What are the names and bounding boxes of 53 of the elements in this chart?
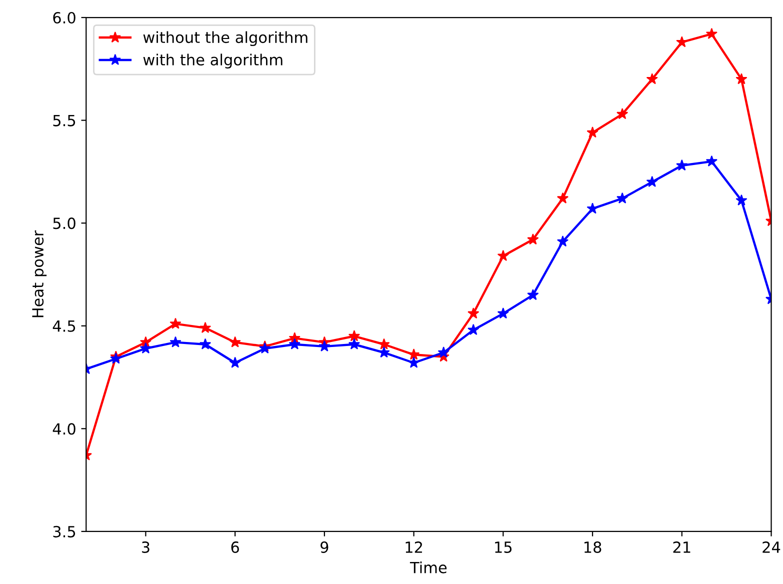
point bbox=[408, 348, 420, 360]
point bbox=[586, 202, 598, 214]
point bbox=[736, 73, 748, 84]
point bbox=[646, 176, 658, 187]
point bbox=[199, 338, 212, 350]
point bbox=[170, 336, 182, 348]
point bbox=[646, 73, 658, 84]
point bbox=[556, 236, 569, 247]
x-axis-title: Time bbox=[410, 562, 447, 574]
point bbox=[497, 307, 509, 319]
point bbox=[348, 338, 360, 350]
legend-label: with the algorithm bbox=[143, 54, 282, 68]
point bbox=[556, 192, 569, 204]
point bbox=[170, 318, 182, 329]
point bbox=[408, 356, 420, 368]
legend-label: without the algorithm bbox=[143, 31, 308, 46]
y-tick-label: 6.0 bbox=[53, 12, 76, 24]
y-axis-title: Heat power bbox=[32, 230, 47, 318]
x-tick-label: 24 bbox=[762, 541, 780, 553]
point bbox=[616, 108, 628, 120]
point bbox=[736, 194, 748, 206]
y-tick-label: 5.0 bbox=[53, 218, 76, 230]
x-tick-label: 15 bbox=[495, 542, 512, 553]
x-tick-label: 6 bbox=[231, 541, 239, 553]
point bbox=[706, 155, 718, 166]
point bbox=[378, 346, 390, 358]
point bbox=[527, 233, 539, 245]
point bbox=[706, 28, 718, 39]
point bbox=[616, 192, 628, 204]
point bbox=[586, 126, 598, 138]
y-tick-label: 3.5 bbox=[53, 526, 76, 538]
point bbox=[676, 159, 688, 171]
x-tick-label: 21 bbox=[673, 541, 690, 553]
x-tick-label: 18 bbox=[584, 541, 602, 553]
point bbox=[497, 250, 509, 261]
point bbox=[318, 340, 330, 352]
x-tick-label: 12 bbox=[406, 541, 422, 553]
point bbox=[229, 356, 241, 368]
point bbox=[348, 330, 360, 342]
x-tick-label: 9 bbox=[320, 541, 328, 553]
point bbox=[468, 324, 480, 335]
point bbox=[199, 322, 212, 333]
y-tick-label: 4.5 bbox=[52, 320, 76, 332]
point bbox=[527, 288, 539, 300]
point bbox=[229, 336, 241, 348]
point bbox=[378, 338, 390, 350]
point bbox=[438, 346, 450, 358]
x-tick-label: 3 bbox=[142, 541, 150, 553]
point bbox=[140, 342, 152, 354]
y-tick-label: 4.0 bbox=[52, 423, 76, 435]
point bbox=[468, 307, 480, 319]
point bbox=[288, 338, 300, 350]
y-tick-label: 5.5 bbox=[53, 114, 76, 126]
